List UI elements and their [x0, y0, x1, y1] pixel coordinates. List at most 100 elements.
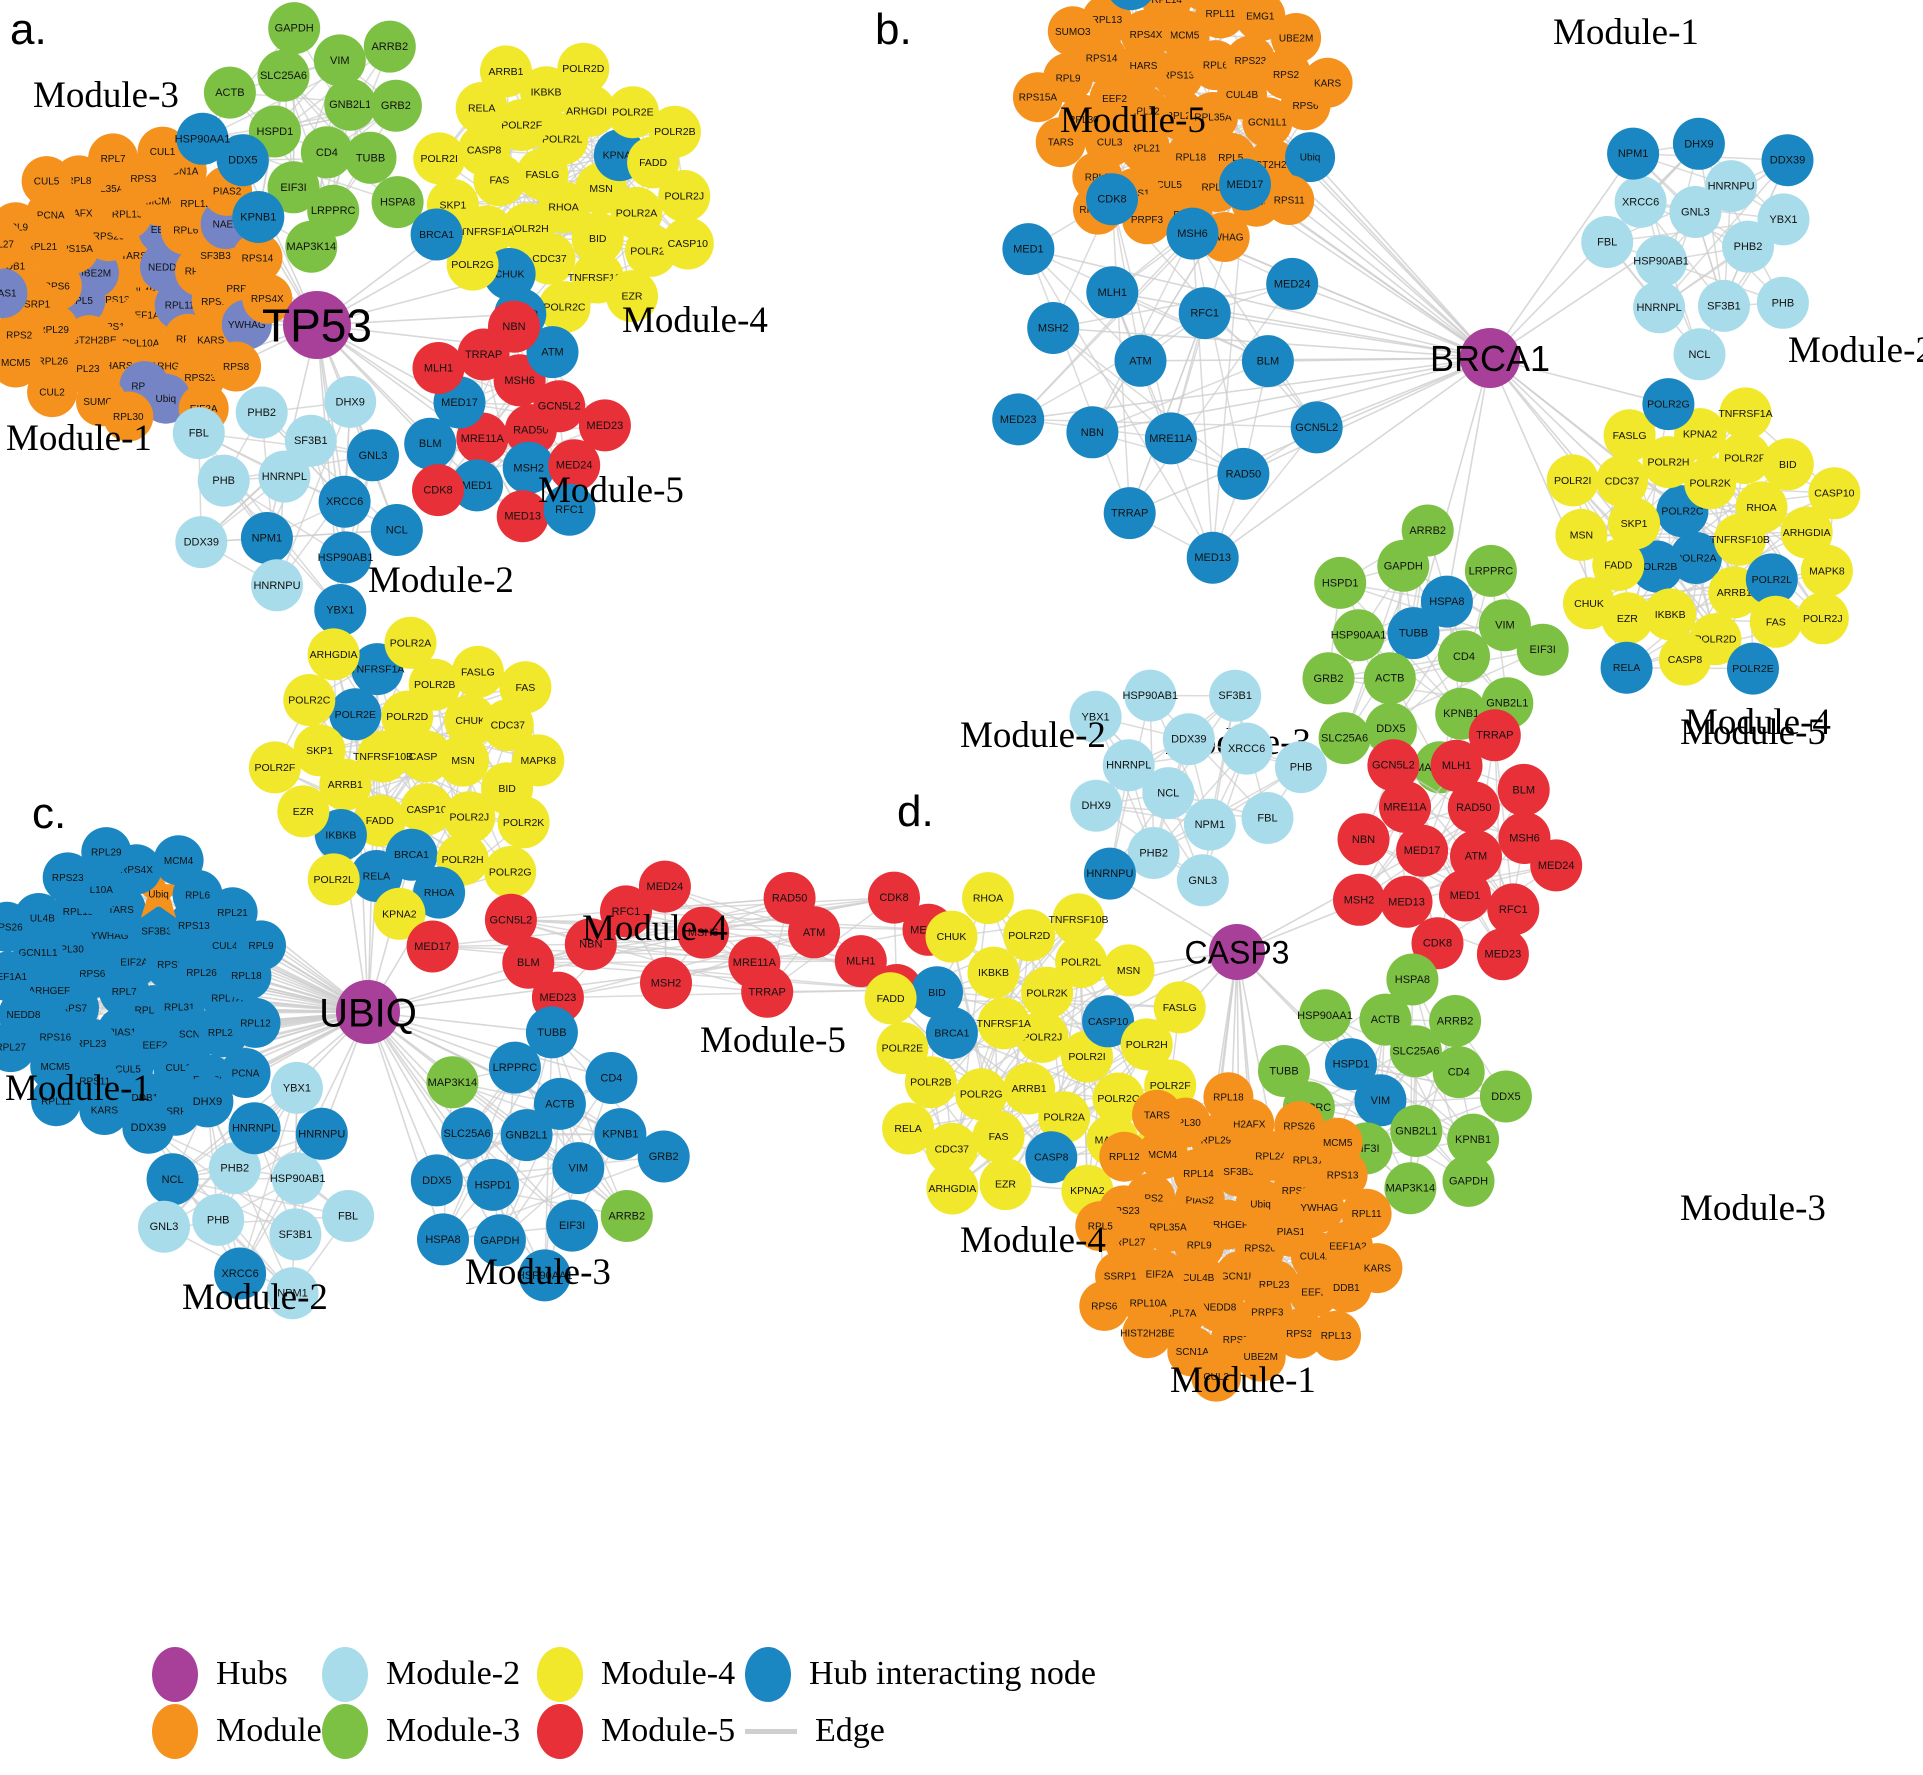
- node-TUBB[interactable]: TUBB: [1387, 607, 1440, 660]
- node-MSN[interactable]: MSN: [437, 734, 490, 787]
- node-TRRAP[interactable]: TRRAP: [1103, 487, 1156, 540]
- node-FAS[interactable]: FAS: [1749, 595, 1802, 648]
- node-EZR[interactable]: EZR: [979, 1158, 1032, 1211]
- hub-TP53[interactable]: TP53: [262, 291, 372, 359]
- node-HSP90AA1[interactable]: HSP90AA1: [517, 1249, 573, 1302]
- node-TRRAP[interactable]: TRRAP: [741, 965, 794, 1018]
- node-HSPA8[interactable]: HSPA8: [1420, 575, 1473, 628]
- node-FASLG[interactable]: FASLG: [451, 645, 504, 698]
- node-RPS8[interactable]: RPS8: [211, 341, 262, 392]
- node-CDK8[interactable]: CDK8: [868, 871, 920, 924]
- node-Ubiq[interactable]: Ubiq: [140, 373, 191, 424]
- node-NPM1[interactable]: NPM1: [240, 512, 293, 564]
- node-CHUK[interactable]: CHUK: [925, 910, 978, 963]
- node-KPNB1[interactable]: KPNB1: [594, 1108, 647, 1161]
- node-POLR2H[interactable]: POLR2H: [1120, 1018, 1173, 1071]
- node-CUL5[interactable]: CUL5: [21, 156, 72, 207]
- node-IKBKB[interactable]: IKBKB: [967, 946, 1020, 999]
- node-ATM[interactable]: ATM: [1450, 830, 1502, 883]
- node-LRPPRC[interactable]: LRPPRC: [488, 1041, 541, 1094]
- node-MCM4[interactable]: MCM4: [153, 835, 204, 886]
- node-NCL[interactable]: NCL: [146, 1153, 199, 1206]
- node-PHB[interactable]: PHB: [197, 454, 250, 507]
- node-YBX1[interactable]: YBX1: [1069, 690, 1122, 743]
- node-RPS15A[interactable]: RPS15A: [1012, 72, 1063, 123]
- node-MSH2[interactable]: MSH2: [502, 441, 555, 494]
- node-KPNA2[interactable]: KPNA2: [373, 887, 426, 940]
- node-RELA[interactable]: RELA: [1600, 641, 1653, 694]
- node-YBX1[interactable]: YBX1: [314, 584, 367, 636]
- node-CUL2[interactable]: CUL2: [27, 367, 78, 418]
- node-TRRAP[interactable]: TRRAP: [1468, 709, 1521, 762]
- node-HSP90AB1[interactable]: HSP90AB1: [1633, 235, 1689, 288]
- node-RPS14[interactable]: RPS14: [232, 232, 283, 283]
- node-RPL7[interactable]: RPL7: [88, 133, 139, 184]
- node-TNFRSF10B[interactable]: TNFRSF10B: [1048, 893, 1109, 946]
- node-HSPA8[interactable]: HSPA8: [1386, 953, 1439, 1006]
- node-ACTB[interactable]: ACTB: [533, 1077, 586, 1130]
- node-CDK8[interactable]: CDK8: [412, 464, 464, 517]
- node-UBE2M[interactable]: UBE2M: [1271, 13, 1322, 63]
- node-RPL11[interactable]: RPL11: [1195, 0, 1246, 39]
- node-KARS[interactable]: KARS: [79, 1085, 130, 1135]
- node-MED13[interactable]: MED13: [1380, 875, 1433, 928]
- node-MSN[interactable]: MSN: [1555, 508, 1608, 561]
- node-RHOA[interactable]: RHOA: [413, 866, 466, 919]
- node-TARS[interactable]: TARS: [1132, 1089, 1182, 1140]
- node-MED24[interactable]: MED24: [1266, 257, 1319, 310]
- node-Ubiq[interactable]: Ubiq: [130, 863, 188, 918]
- node-SLC25A6[interactable]: SLC25A6: [257, 49, 310, 102]
- node-FASLG[interactable]: FASLG: [1153, 981, 1206, 1034]
- node-SF3B1[interactable]: SF3B1: [269, 1208, 322, 1261]
- node-ERCC4[interactable]: ERCC4: [1226, 0, 1276, 13]
- node-GRB2[interactable]: GRB2: [1302, 652, 1355, 705]
- node-BLM[interactable]: BLM: [502, 936, 555, 989]
- node-BID[interactable]: BID: [571, 212, 624, 265]
- node-MED13[interactable]: MED13: [1186, 531, 1239, 584]
- node-POLR2G[interactable]: POLR2G: [955, 1068, 1008, 1121]
- node-MLH1[interactable]: MLH1: [1086, 266, 1139, 319]
- node-POLR2L[interactable]: POLR2L: [1055, 936, 1108, 988]
- node-HNRNPU[interactable]: HNRNPU: [1083, 847, 1136, 900]
- node-CDK8[interactable]: CDK8: [1411, 917, 1464, 970]
- node-HNRNPU[interactable]: HNRNPU: [295, 1107, 348, 1160]
- node-BID[interactable]: BID: [911, 966, 963, 1019]
- node-RPL14[interactable]: RPL14: [1141, 0, 1192, 25]
- node-HSPA8[interactable]: HSPA8: [371, 176, 424, 229]
- node-PIAS1[interactable]: PIAS1: [0, 268, 28, 319]
- node-PHB2[interactable]: PHB2: [208, 1142, 261, 1195]
- node-HNRNPL[interactable]: HNRNPL: [258, 450, 311, 503]
- node-NCL[interactable]: NCL: [370, 504, 423, 556]
- node-CD4[interactable]: CD4: [300, 126, 353, 179]
- node-MED1[interactable]: MED1: [451, 459, 503, 512]
- node-POLR2B[interactable]: POLR2B: [904, 1056, 957, 1109]
- node-RPS4X[interactable]: RPS4X: [242, 273, 293, 324]
- node-GNL3[interactable]: GNL3: [1176, 854, 1229, 907]
- node-GRB2[interactable]: GRB2: [369, 79, 422, 132]
- node-IKBKB[interactable]: IKBKB: [1644, 588, 1697, 641]
- node-EZR[interactable]: EZR: [606, 270, 658, 323]
- node-MAP3K14[interactable]: MAP3K14: [426, 1056, 479, 1109]
- node-POLR2C[interactable]: POLR2C: [283, 674, 336, 726]
- node-NCL[interactable]: NCL: [1673, 328, 1726, 381]
- node-GNB2L1[interactable]: GNB2L1: [324, 78, 377, 131]
- node-POLR2F[interactable]: POLR2F: [248, 741, 301, 794]
- hub-UBIQ[interactable]: UBIQ: [319, 980, 417, 1044]
- node-GNB2L1[interactable]: GNB2L1: [500, 1109, 553, 1162]
- node-MED24[interactable]: MED24: [638, 860, 691, 913]
- node-DHX9[interactable]: DHX9: [1070, 779, 1123, 832]
- node-ARRB2[interactable]: ARRB2: [600, 1190, 653, 1242]
- node-NPM1[interactable]: NPM1: [266, 1267, 319, 1320]
- node-IKBKB[interactable]: IKBKB: [314, 809, 367, 861]
- node-TUBB[interactable]: TUBB: [344, 131, 397, 184]
- node-TUBB[interactable]: TUBB: [1258, 1045, 1310, 1097]
- node-XRCC6[interactable]: XRCC6: [1220, 722, 1273, 775]
- node-POLR2K[interactable]: POLR2K: [497, 796, 550, 849]
- node-HSPD1[interactable]: HSPD1: [1325, 1038, 1377, 1091]
- node-TNFRSF1A[interactable]: TNFRSF1A: [1718, 387, 1773, 440]
- node-NBN[interactable]: NBN: [564, 918, 617, 971]
- node-UBE2M[interactable]: UBE2M: [1235, 1331, 1286, 1382]
- node-CDC37[interactable]: CDC37: [523, 232, 576, 285]
- node-POLR2G[interactable]: POLR2G: [1642, 378, 1695, 431]
- node-HSPA8[interactable]: HSPA8: [417, 1213, 469, 1266]
